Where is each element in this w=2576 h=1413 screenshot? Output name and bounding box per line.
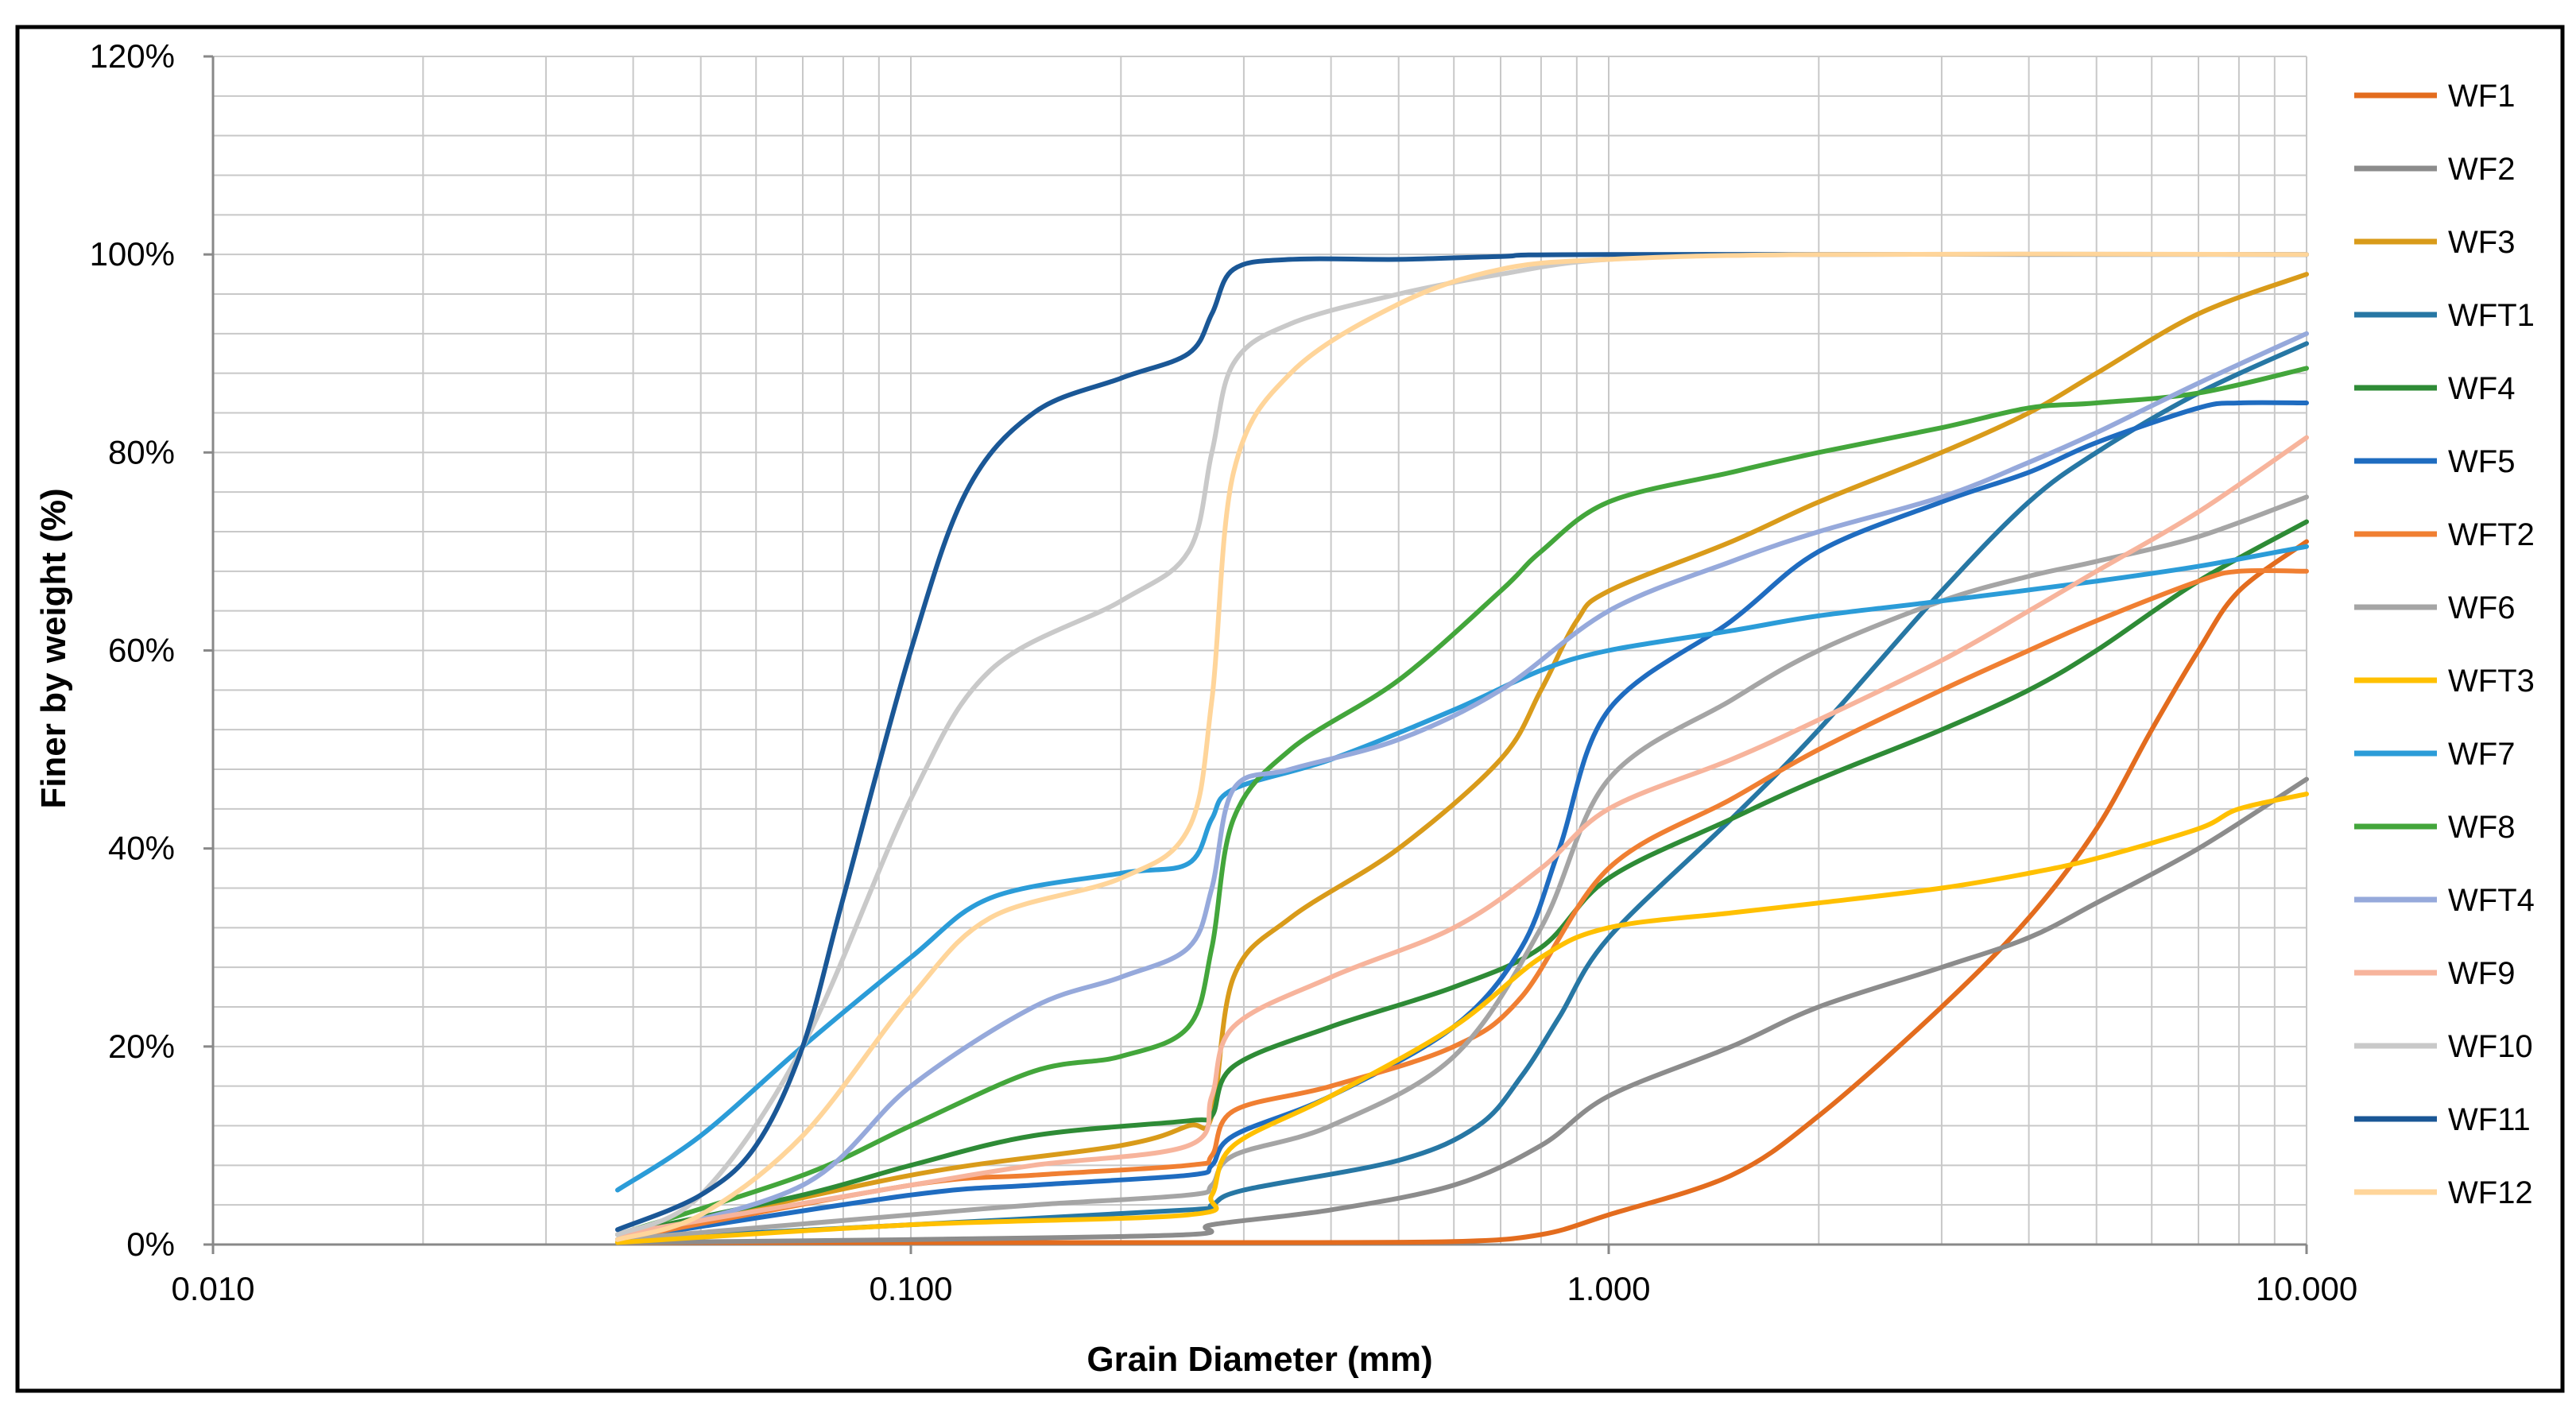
y-tick-label: 20%: [108, 1028, 175, 1065]
legend-label-wft4: WFT4: [2448, 883, 2535, 918]
series-lines: [615, 251, 2309, 1245]
y-tick-label: 40%: [108, 830, 175, 867]
series-line-wf3: [615, 272, 2309, 1242]
series-line-wf11: [615, 252, 2309, 1233]
series-line-wf6: [615, 494, 2309, 1242]
legend: WF1 WF2 WF3 WFT1 WF4 WF5 WFT2 WF6 WFT3 WF7 WF8 WFT4…: [2354, 79, 2535, 1210]
legend-label-wft3: WFT3: [2448, 664, 2535, 699]
legend-label-wf12: WF12: [2448, 1175, 2533, 1210]
series-line-wf5: [615, 400, 2309, 1242]
y-axis-title: Finer by weight (%): [34, 488, 73, 808]
series-line-wf12: [615, 251, 2309, 1242]
series-line-wft2: [615, 567, 2309, 1242]
x-tick-label: 1.000: [1567, 1270, 1650, 1307]
y-tick-label: 0%: [126, 1225, 175, 1263]
series-line-wf2: [615, 776, 2309, 1245]
series-line-wf4: [615, 519, 2309, 1237]
legend-label-wf6: WF6: [2448, 590, 2515, 625]
legend-label-wf7: WF7: [2448, 737, 2515, 772]
series-line-wft1: [615, 341, 2309, 1242]
legend-label-wf10: WF10: [2448, 1029, 2533, 1064]
legend-label-wf3: WF3: [2448, 225, 2515, 260]
legend-label-wf9: WF9: [2448, 956, 2515, 991]
series-line-wf8: [615, 366, 2309, 1237]
legend-label-wft1: WFT1: [2448, 298, 2535, 333]
legend-label-wft2: WFT2: [2448, 517, 2535, 552]
outer-border: [15, 25, 2565, 1393]
legend-label-wf5: WF5: [2448, 444, 2515, 479]
legend-label-wf11: WF11: [2448, 1102, 2531, 1137]
y-tick-label: 120%: [90, 37, 175, 75]
series-line-wft4: [615, 331, 2309, 1242]
series-line-wf1: [615, 539, 2309, 1245]
legend-label-wf8: WF8: [2448, 810, 2515, 845]
x-tick-label: 0.100: [869, 1270, 952, 1307]
legend-label-wf2: WF2: [2448, 152, 2515, 187]
series-line-wft3: [615, 792, 2309, 1245]
legend-label-wf1: WF1: [2448, 79, 2515, 114]
y-tick-label: 100%: [90, 235, 175, 273]
x-tick-label: 10.000: [2256, 1270, 2357, 1307]
x-tick-label: 0.010: [171, 1270, 254, 1307]
legend-label-wf4: WF4: [2448, 371, 2515, 406]
series-line-wf9: [615, 435, 2309, 1237]
y-tick-label: 60%: [108, 632, 175, 669]
x-axis-title: Grain Diameter (mm): [1087, 1340, 1432, 1379]
y-tick-label: 80%: [108, 433, 175, 470]
